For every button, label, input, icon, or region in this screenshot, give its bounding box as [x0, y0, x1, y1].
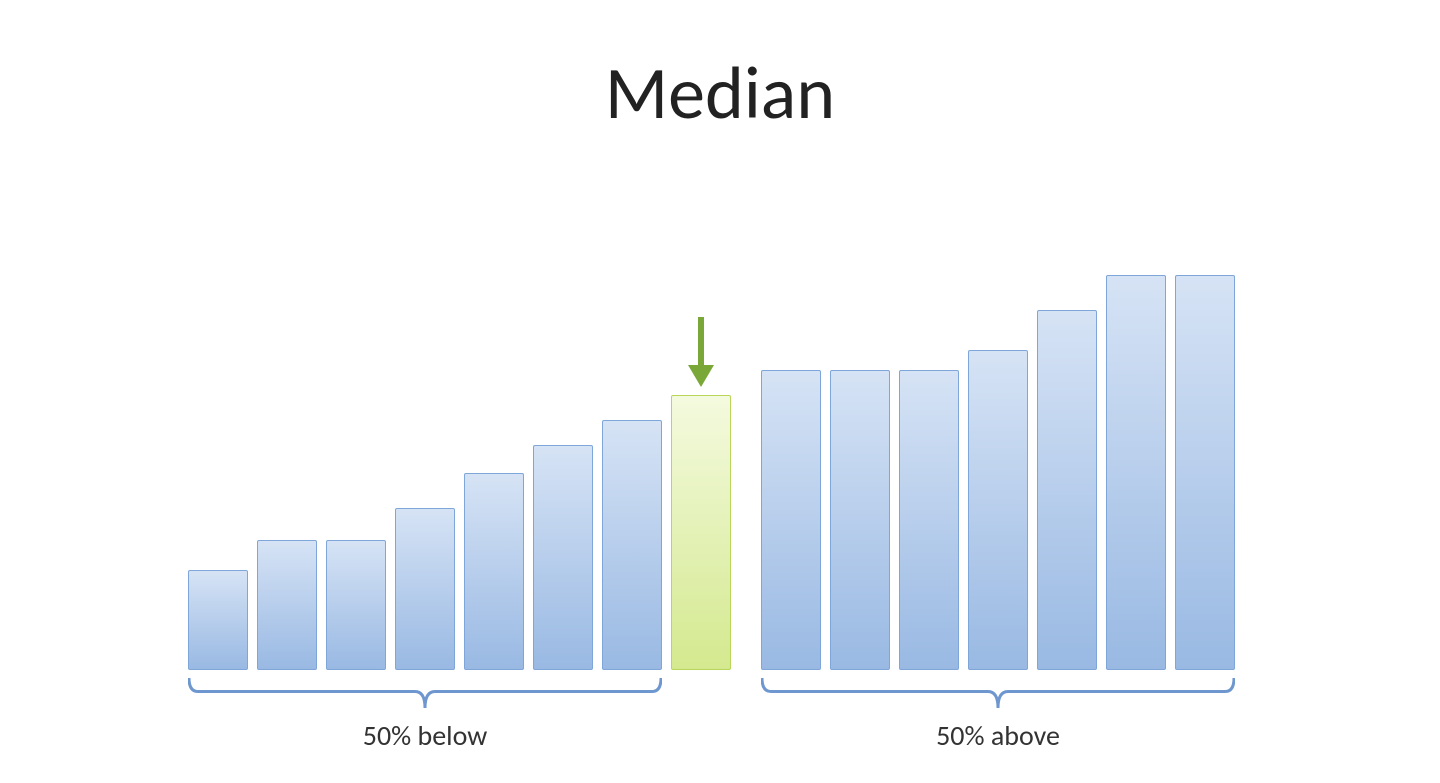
bar [761, 370, 821, 670]
bar-container [188, 240, 1248, 670]
bar [395, 508, 455, 670]
bar [188, 570, 248, 670]
bar [1175, 275, 1235, 670]
bar [1106, 275, 1166, 670]
bar [899, 370, 959, 670]
bracket-above [761, 678, 1235, 708]
bar [326, 540, 386, 670]
bar [533, 445, 593, 670]
bar [257, 540, 317, 670]
label-row: 50% below 50% above [188, 718, 1248, 758]
bar [830, 370, 890, 670]
chart-title: Median [0, 48, 1440, 138]
label-below: 50% below [188, 718, 662, 753]
bracket-row [188, 678, 1248, 718]
chart-area [188, 240, 1248, 670]
arrow-down-icon [684, 317, 718, 387]
bar [464, 473, 524, 670]
median-infographic: Median 50% below 50% above [0, 0, 1440, 783]
bar-median [671, 395, 731, 670]
bar [1037, 310, 1097, 670]
bar [968, 350, 1028, 670]
label-above: 50% above [761, 718, 1235, 753]
bracket-below [188, 678, 662, 708]
bar [602, 420, 662, 670]
